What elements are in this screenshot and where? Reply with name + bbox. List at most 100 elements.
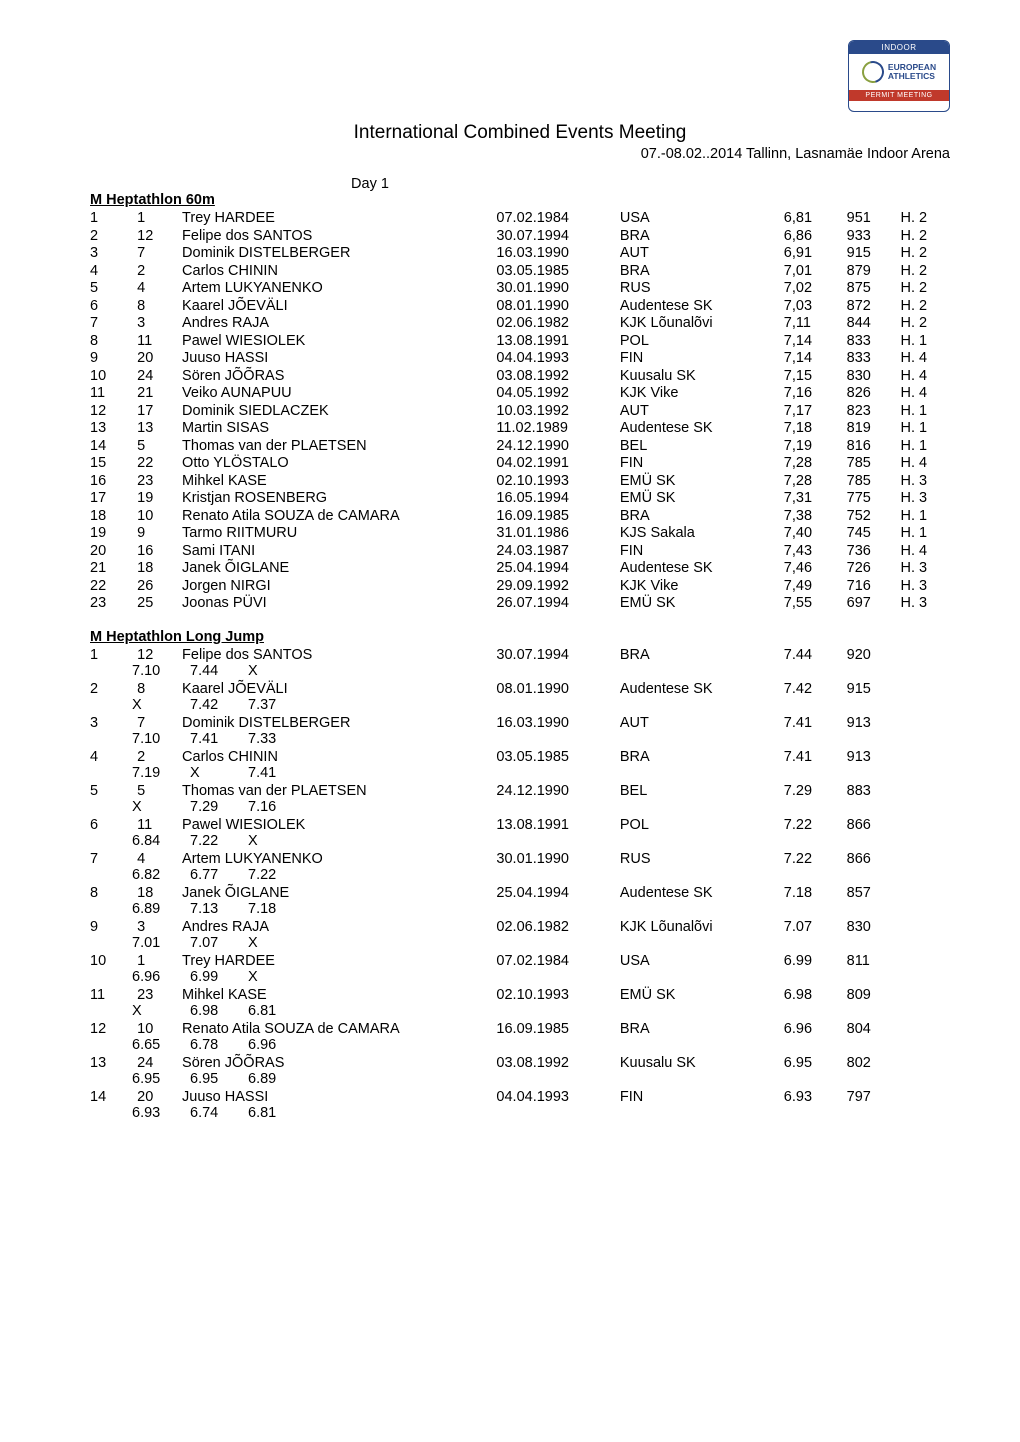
- attempt-1: X: [132, 799, 190, 815]
- points-cell: 811: [847, 953, 901, 969]
- heat-cell: H. 1: [901, 438, 950, 456]
- name-cell: Kaarel JÕEVÄLI: [182, 681, 496, 697]
- club-cell: KJK Lõunalõvi: [620, 919, 784, 935]
- attempts-cell: 6.656.786.96: [90, 1037, 950, 1055]
- result-cell: 6,86: [784, 228, 847, 246]
- result-cell: 7,17: [784, 403, 847, 421]
- table-row: 1121Veiko AUNAPUU04.05.1992KJK Vike7,168…: [90, 385, 950, 403]
- dob-cell: 29.09.1992: [496, 578, 619, 596]
- attempt-3: X: [248, 663, 306, 679]
- points-cell: 736: [847, 543, 901, 561]
- name-cell: Thomas van der PLAETSEN: [182, 783, 496, 799]
- attempts-row: 6.966.99X: [90, 969, 950, 987]
- name-cell: Juuso HASSI: [182, 1089, 496, 1105]
- result-cell: 7.42: [784, 681, 847, 697]
- bib-cell: 24: [137, 1055, 182, 1071]
- club-cell: EMÜ SK: [620, 595, 784, 613]
- attempts-row: X6.986.81: [90, 1003, 950, 1021]
- bib-cell: 21: [137, 385, 182, 403]
- result-cell: 7.41: [784, 715, 847, 731]
- attempts-cell: X7.297.16: [90, 799, 950, 817]
- result-cell: 7.18: [784, 885, 847, 901]
- dob-cell: 30.01.1990: [496, 280, 619, 298]
- club-cell: EMÜ SK: [620, 473, 784, 491]
- heat-cell: [901, 715, 950, 731]
- rank-cell: 8: [90, 333, 137, 351]
- club-cell: AUT: [620, 403, 784, 421]
- rank-cell: 7: [90, 315, 137, 333]
- attempts-row: 6.847.22X: [90, 833, 950, 851]
- club-cell: FIN: [620, 350, 784, 368]
- name-cell: Artem LUKYANENKO: [182, 280, 496, 298]
- dob-cell: 24.03.1987: [496, 543, 619, 561]
- bib-cell: 16: [137, 543, 182, 561]
- dob-cell: 07.02.1984: [496, 953, 619, 969]
- dob-cell: 25.04.1994: [496, 560, 619, 578]
- bib-cell: 10: [137, 508, 182, 526]
- attempts-cell: 6.966.99X: [90, 969, 950, 987]
- attempts-cell: 6.826.777.22: [90, 867, 950, 885]
- result-cell: 7,28: [784, 455, 847, 473]
- bib-cell: 17: [137, 403, 182, 421]
- club-cell: EMÜ SK: [620, 490, 784, 508]
- name-cell: Trey HARDEE: [182, 953, 496, 969]
- attempt-2: 6.95: [190, 1071, 248, 1087]
- attempt-2: 7.22: [190, 833, 248, 849]
- result-cell: 6,91: [784, 245, 847, 263]
- rank-cell: 4: [90, 749, 137, 765]
- dob-cell: 13.08.1991: [496, 333, 619, 351]
- heat-cell: H. 2: [901, 315, 950, 333]
- name-cell: Renato Atila SOUZA de CAMARA: [182, 1021, 496, 1037]
- rank-cell: 13: [90, 1055, 137, 1071]
- name-cell: Kristjan ROSENBERG: [182, 490, 496, 508]
- points-cell: 879: [847, 263, 901, 281]
- rank-cell: 14: [90, 1089, 137, 1105]
- dob-cell: 26.07.1994: [496, 595, 619, 613]
- points-cell: 804: [847, 1021, 901, 1037]
- club-cell: USA: [620, 953, 784, 969]
- bib-cell: 23: [137, 987, 182, 1003]
- dob-cell: 02.06.1982: [496, 315, 619, 333]
- bib-cell: 8: [137, 298, 182, 316]
- bib-cell: 24: [137, 368, 182, 386]
- result-cell: 7,03: [784, 298, 847, 316]
- name-cell: Tarmo RIITMURU: [182, 525, 496, 543]
- result-cell: 7,11: [784, 315, 847, 333]
- heat-cell: H. 2: [901, 298, 950, 316]
- name-cell: Mihkel KASE: [182, 987, 496, 1003]
- attempt-2: 6.98: [190, 1003, 248, 1019]
- table-row: 68Kaarel JÕEVÄLI08.01.1990Audentese SK7,…: [90, 298, 950, 316]
- day-label: Day 1: [290, 176, 450, 192]
- attempt-1: 6.82: [132, 867, 190, 883]
- points-cell: 872: [847, 298, 901, 316]
- result-cell: 7,14: [784, 333, 847, 351]
- heat-cell: H. 4: [901, 543, 950, 561]
- bib-cell: 7: [137, 715, 182, 731]
- heat-cell: H. 4: [901, 350, 950, 368]
- table-row: 37Dominik DISTELBERGER16.03.1990AUT7.419…: [90, 715, 950, 731]
- result-cell: 7,55: [784, 595, 847, 613]
- result-cell: 7,16: [784, 385, 847, 403]
- attempt-2: 7.41: [190, 731, 248, 747]
- attempts-row: 7.107.44X: [90, 663, 950, 681]
- table-row: 145Thomas van der PLAETSEN24.12.1990BEL7…: [90, 438, 950, 456]
- logo-top-label: INDOOR: [849, 41, 949, 54]
- club-cell: BRA: [620, 1021, 784, 1037]
- club-cell: BRA: [620, 647, 784, 663]
- table-row: 101Trey HARDEE07.02.1984USA6.99811: [90, 953, 950, 969]
- name-cell: Dominik DISTELBERGER: [182, 715, 496, 731]
- dob-cell: 30.01.1990: [496, 851, 619, 867]
- attempts-row: X7.427.37: [90, 697, 950, 715]
- club-cell: POL: [620, 333, 784, 351]
- rank-cell: 11: [90, 385, 137, 403]
- heat-cell: H. 3: [901, 578, 950, 596]
- dob-cell: 03.05.1985: [496, 263, 619, 281]
- rank-cell: 7: [90, 851, 137, 867]
- club-cell: BRA: [620, 228, 784, 246]
- bib-cell: 12: [137, 647, 182, 663]
- attempts-cell: 6.936.746.81: [90, 1105, 950, 1123]
- club-cell: Kuusalu SK: [620, 1055, 784, 1071]
- dob-cell: 02.10.1993: [496, 987, 619, 1003]
- points-cell: 915: [847, 681, 901, 697]
- points-cell: 785: [847, 455, 901, 473]
